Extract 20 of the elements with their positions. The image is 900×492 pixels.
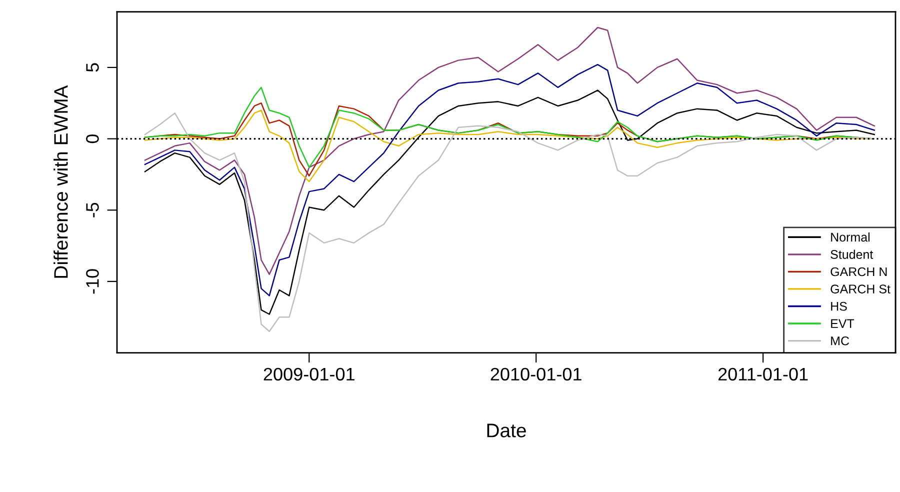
line-series <box>144 26 875 275</box>
legend-label: Normal <box>831 232 870 242</box>
y-tick-label: -10 <box>86 269 99 294</box>
legend-label: EVT <box>831 319 854 328</box>
legend-label: GARCH St <box>830 284 890 294</box>
x-tick-label: 2010-01-01 <box>490 368 582 381</box>
y-axis-title: Difference with EWMA <box>54 85 68 278</box>
y-tick-label: 5 <box>86 63 99 72</box>
legend-label: Student <box>830 250 874 259</box>
y-tick-label: 0 <box>86 134 99 144</box>
x-tick-label: 2011-01-01 <box>718 368 808 381</box>
x-axis-title: Date <box>487 424 526 438</box>
x-tick-label: 2009-01-01 <box>264 368 354 381</box>
line-series <box>144 112 875 332</box>
legend-label: HS <box>831 302 847 311</box>
legend-label: MC <box>831 336 850 346</box>
line-series <box>144 110 875 182</box>
legend-label: GARCH N <box>830 267 887 276</box>
y-tick-label: -5 <box>86 202 99 218</box>
line-series <box>144 64 875 296</box>
